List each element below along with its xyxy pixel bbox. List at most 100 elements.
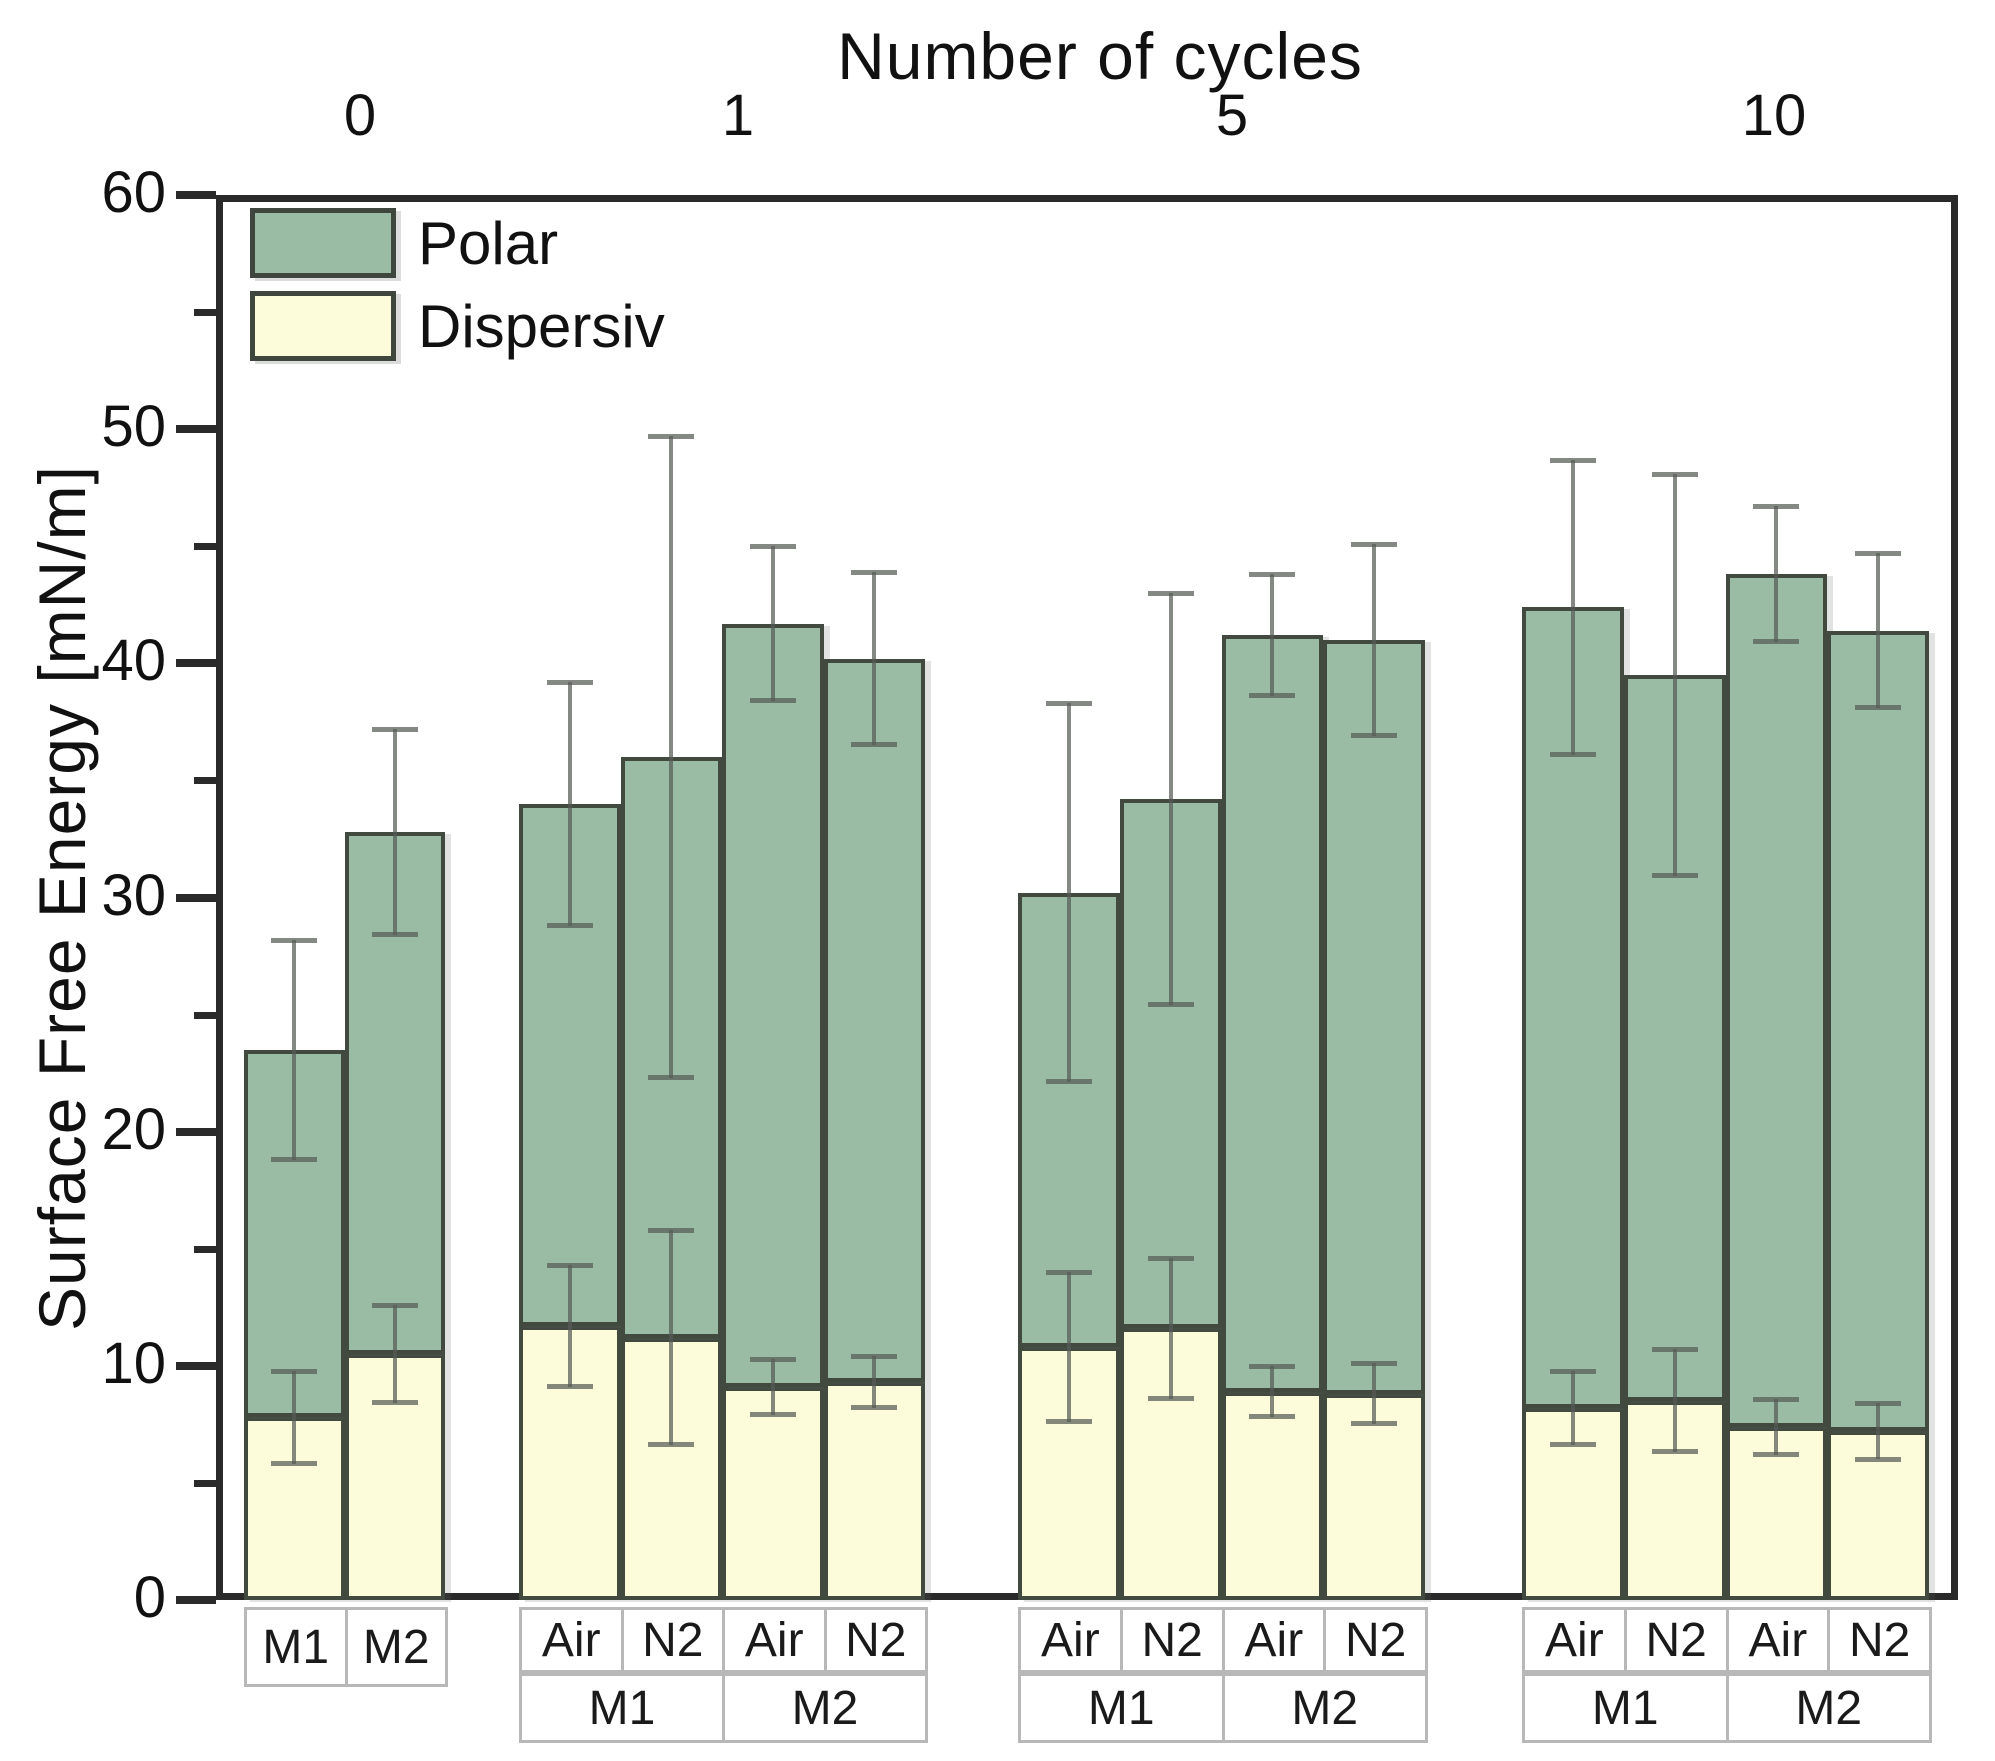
y-major-tick — [176, 1127, 216, 1136]
error-bar-cap — [648, 434, 695, 440]
bar-category-label: Air — [1522, 1607, 1627, 1673]
error-bar-cap — [1651, 1449, 1698, 1455]
error-bar-cap — [851, 570, 898, 575]
error-bar-cap — [1147, 1256, 1194, 1262]
y-minor-tick — [194, 309, 216, 317]
y-minor-tick — [194, 1011, 216, 1019]
error-bar-stem — [1168, 593, 1173, 1006]
bar-segment-polar — [1827, 630, 1929, 1432]
y-major-tick — [176, 191, 216, 199]
error-bar-stem — [567, 1265, 572, 1387]
error-bar-stem — [1876, 553, 1881, 708]
error-bar-cap — [749, 1356, 796, 1362]
error-bar-cap — [851, 742, 898, 748]
error-bar-stem — [1570, 459, 1575, 755]
error-bar-stem — [1066, 1272, 1071, 1423]
legend-label-dispersiv: Dispersiv — [418, 292, 665, 360]
error-bar-stem — [292, 939, 297, 1160]
error-bar-stem — [1876, 1403, 1881, 1460]
error-bar-cap — [749, 697, 796, 703]
legend-swatch-dispersiv — [250, 291, 396, 361]
material-group-label: M2 — [722, 1673, 928, 1743]
bar-category-label: Air — [1018, 1607, 1123, 1673]
bar-category-label: N2 — [1623, 1607, 1729, 1673]
y-tick-label: 10 — [101, 1330, 166, 1396]
y-minor-tick — [194, 1479, 216, 1487]
error-bar-stem — [770, 546, 775, 701]
bar-segment-dispersiv — [1221, 1391, 1324, 1600]
error-bar-stem — [1372, 1363, 1377, 1425]
bar-category-label: Air — [1725, 1607, 1831, 1673]
bar-segment-dispersiv — [1623, 1400, 1726, 1600]
bar-category-label: N2 — [1323, 1607, 1428, 1673]
bar-category-label: M2 — [344, 1607, 448, 1687]
y-major-tick — [176, 1596, 216, 1604]
y-tick-label: 60 — [101, 160, 166, 225]
cycle-tick-label: 10 — [1741, 83, 1807, 148]
y-minor-tick — [194, 777, 216, 785]
error-bar-cap — [1549, 1368, 1596, 1374]
bar-segment-polar — [1221, 635, 1324, 1392]
error-bar-cap — [546, 680, 593, 686]
bar-category-label: N2 — [823, 1607, 928, 1673]
error-bar-cap — [1249, 572, 1296, 578]
error-bar-cap — [1249, 693, 1296, 699]
bar-category-label: Air — [519, 1607, 624, 1673]
error-bar-stem — [292, 1370, 297, 1465]
error-bar-stem — [1270, 574, 1275, 697]
y-major-tick — [176, 893, 216, 902]
error-bar-cap — [1651, 1347, 1698, 1353]
error-bar-cap — [1855, 551, 1902, 557]
error-bar-cap — [1855, 1456, 1902, 1462]
error-bar-stem — [872, 1356, 877, 1408]
error-bar-cap — [1147, 1395, 1194, 1401]
y-minor-tick — [194, 1245, 216, 1253]
bar-segment-polar — [1119, 799, 1222, 1329]
bar-category-label: N2 — [1119, 1607, 1225, 1673]
error-bar-stem — [669, 436, 674, 1078]
error-bar-cap — [1351, 1361, 1398, 1367]
y-tick-label: 30 — [101, 862, 166, 928]
y-tick-label: 50 — [101, 394, 166, 460]
error-bar-cap — [271, 1461, 318, 1467]
bar-segment-polar — [722, 623, 824, 1387]
bar-segment-polar — [1725, 574, 1828, 1427]
error-bar-cap — [1549, 1442, 1596, 1448]
y-minor-tick — [194, 543, 216, 551]
cycle-tick-label: 1 — [721, 83, 755, 148]
bar-category-label: M1 — [244, 1607, 348, 1687]
error-bar-cap — [1249, 1414, 1296, 1420]
error-bar-stem — [1774, 506, 1779, 643]
y-tick-label: 0 — [133, 1565, 166, 1630]
legend: Polar Dispersiv — [250, 208, 665, 374]
top-axis-title: Number of cycles — [837, 19, 1363, 93]
y-major-tick — [176, 425, 216, 434]
error-bar-cap — [546, 1383, 593, 1389]
error-bar-cap — [271, 1156, 318, 1162]
error-bar-cap — [1045, 1079, 1092, 1085]
bar-segment-polar — [1323, 639, 1425, 1394]
error-bar-cap — [851, 1404, 898, 1410]
cycle-tick-label: 0 — [343, 83, 377, 148]
y-tick-label: 40 — [101, 628, 166, 694]
bar-category-label: Air — [722, 1607, 827, 1673]
error-bar-cap — [648, 1074, 695, 1080]
error-bar-cap — [1753, 639, 1800, 645]
error-bar-cap — [1045, 1419, 1092, 1425]
material-group-label: M1 — [1018, 1673, 1225, 1743]
error-bar-stem — [392, 1304, 397, 1404]
bar-category-label: Air — [1221, 1607, 1327, 1673]
y-major-tick — [176, 659, 216, 668]
error-bar-stem — [1270, 1365, 1275, 1418]
error-bar-cap — [1753, 1396, 1800, 1402]
error-bar-stem — [1168, 1258, 1173, 1399]
error-bar-cap — [1249, 1363, 1296, 1369]
legend-entry-polar: Polar — [250, 208, 665, 278]
bar-category-label: N2 — [1827, 1607, 1932, 1673]
error-bar-cap — [1753, 504, 1800, 510]
error-bar-cap — [1351, 1421, 1398, 1427]
error-bar-cap — [271, 1368, 318, 1374]
bar-segment-dispersiv — [1323, 1393, 1425, 1600]
error-bar-cap — [1855, 704, 1902, 710]
